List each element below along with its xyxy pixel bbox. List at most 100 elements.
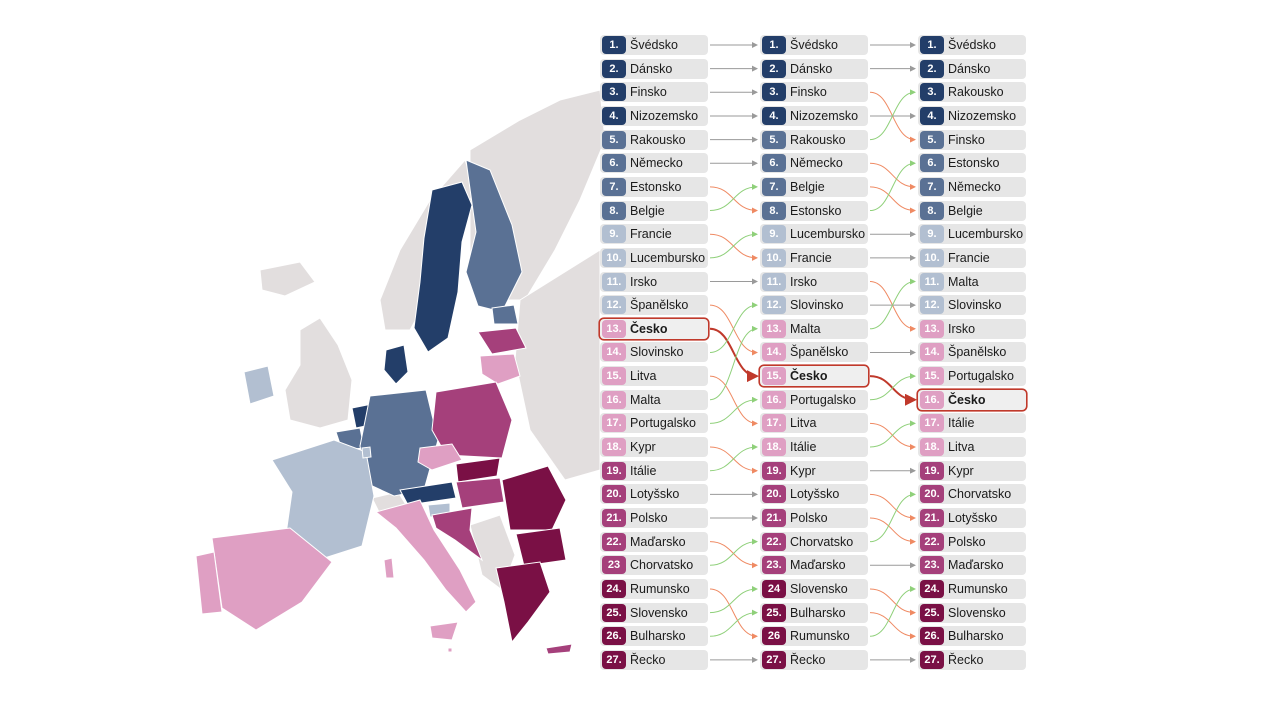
country-name: Irsko [630,274,658,289]
country-name: Španělsko [790,345,849,360]
rank-row: 7. Estonsko [600,176,708,197]
map-sicily [429,621,459,641]
country-name: Německo [790,156,843,171]
rank-row: 27. Řecko [760,649,868,670]
rank-badge: 24 [762,579,786,598]
country-name: Slovinsko [948,298,1002,313]
rank-row: 3. Rakousko [918,82,1026,103]
rank-badge: 24. [920,579,944,598]
rank-row: 13. Malta [760,318,868,339]
rank-badge: 16. [920,390,944,409]
country-name: Polsko [948,534,986,549]
rank-badge: 9. [602,225,626,244]
country-name: Řecko [630,652,666,667]
rank-badge: 2. [920,59,944,78]
rank-row: 20. Lotyšsko [600,484,708,505]
rank-badge: 18. [602,438,626,457]
rank-row: 19. Kypr [918,460,1026,481]
rank-badge: 20. [762,485,786,504]
rank-badge: 23. [762,556,786,575]
rank-badge: 7. [920,177,944,196]
rank-row: 16. Portugalsko [760,389,868,410]
rank-row: 1. Švédsko [600,35,708,55]
map-greece [495,561,551,644]
rank-badge: 20. [602,485,626,504]
rank-row: 13. Irsko [918,318,1026,339]
country-name: Lucembursko [790,227,866,242]
country-name: Chorvatsko [948,487,1012,502]
map-hungary [455,477,505,509]
rank-row: 17. Itálie [918,413,1026,434]
country-name: Finsko [630,85,667,100]
rank-row: 15. Litva [600,366,708,387]
country-name: Kypr [948,463,974,478]
rank-badge: 9. [920,225,944,244]
rank-row: 26. Bulharsko [600,626,708,647]
country-name: Belgie [630,203,665,218]
map-romania [501,465,567,531]
rank-row: 14. Španělsko [760,342,868,363]
rank-badge: 10. [920,248,944,267]
rank-badge: 3. [602,83,626,102]
rank-badge: 11. [920,272,944,291]
rank-badge: 26. [602,627,626,646]
country-name: Řecko [948,652,984,667]
rank-row: 13. Česko [600,318,708,339]
rank-row: 27. Řecko [600,649,708,670]
map-luxembourg [361,446,372,459]
country-name: Belgie [948,203,983,218]
rank-badge: 23. [920,556,944,575]
rank-row: 24. Rumunsko [600,578,708,599]
rank-row: 1. Švédsko [918,35,1026,55]
country-name: Finsko [790,85,827,100]
country-name: Maďarsko [948,558,1004,573]
rank-badge: 8. [920,201,944,220]
rank-badge: 14. [602,343,626,362]
rank-row: 10. Lucembursko [600,247,708,268]
rank-badge: 6. [920,154,944,173]
rank-badge: 17. [602,414,626,433]
rank-row: 22. Chorvatsko [760,531,868,552]
rank-row: 10. Francie [760,247,868,268]
rank-row: 12. Slovinsko [918,295,1026,316]
rank-row: 8. Belgie [918,200,1026,221]
map-spain [211,527,333,631]
rank-badge: 16. [762,390,786,409]
rank-row: 11. Irsko [760,271,868,292]
country-name: Irsko [948,321,976,336]
rank-row: 2. Dánsko [760,58,868,79]
country-name: Nizozemsko [948,108,1017,123]
rank-badge: 4. [602,106,626,125]
rank-badge: 3. [762,83,786,102]
rank-badge: 13. [602,319,626,338]
country-name: Chorvatsko [630,558,694,573]
map-lithuania [479,353,521,385]
rank-row: 3. Finsko [760,82,868,103]
rank-row: 16. Česko [918,389,1026,410]
map-sardinia [383,557,395,579]
country-name: Švédsko [630,38,678,52]
rank-badge: 14. [920,343,944,362]
country-name: Portugalsko [630,416,697,431]
country-name: Maďarsko [630,534,686,549]
rank-badge: 22. [602,532,626,551]
rank-row: 20. Lotyšsko [760,484,868,505]
map-portugal [195,551,223,615]
country-name: Itálie [948,416,975,431]
rank-row: 19. Itálie [600,460,708,481]
map-malta [447,647,453,653]
rank-badge: 2. [602,59,626,78]
rank-badge: 21. [762,509,786,527]
rank-row: 21. Polsko [600,508,708,528]
country-name: Litva [630,369,657,384]
country-name: Estonsko [948,156,1000,171]
rank-row: 5. Rakousko [600,129,708,150]
map-latvia [477,327,527,355]
country-name: Švédsko [948,38,996,52]
country-name: Estonsko [790,203,842,218]
map-bulgaria [515,527,567,567]
map-austria [399,481,457,506]
rank-row: 11. Malta [918,271,1026,292]
rank-row: 18. Kypr [600,437,708,458]
